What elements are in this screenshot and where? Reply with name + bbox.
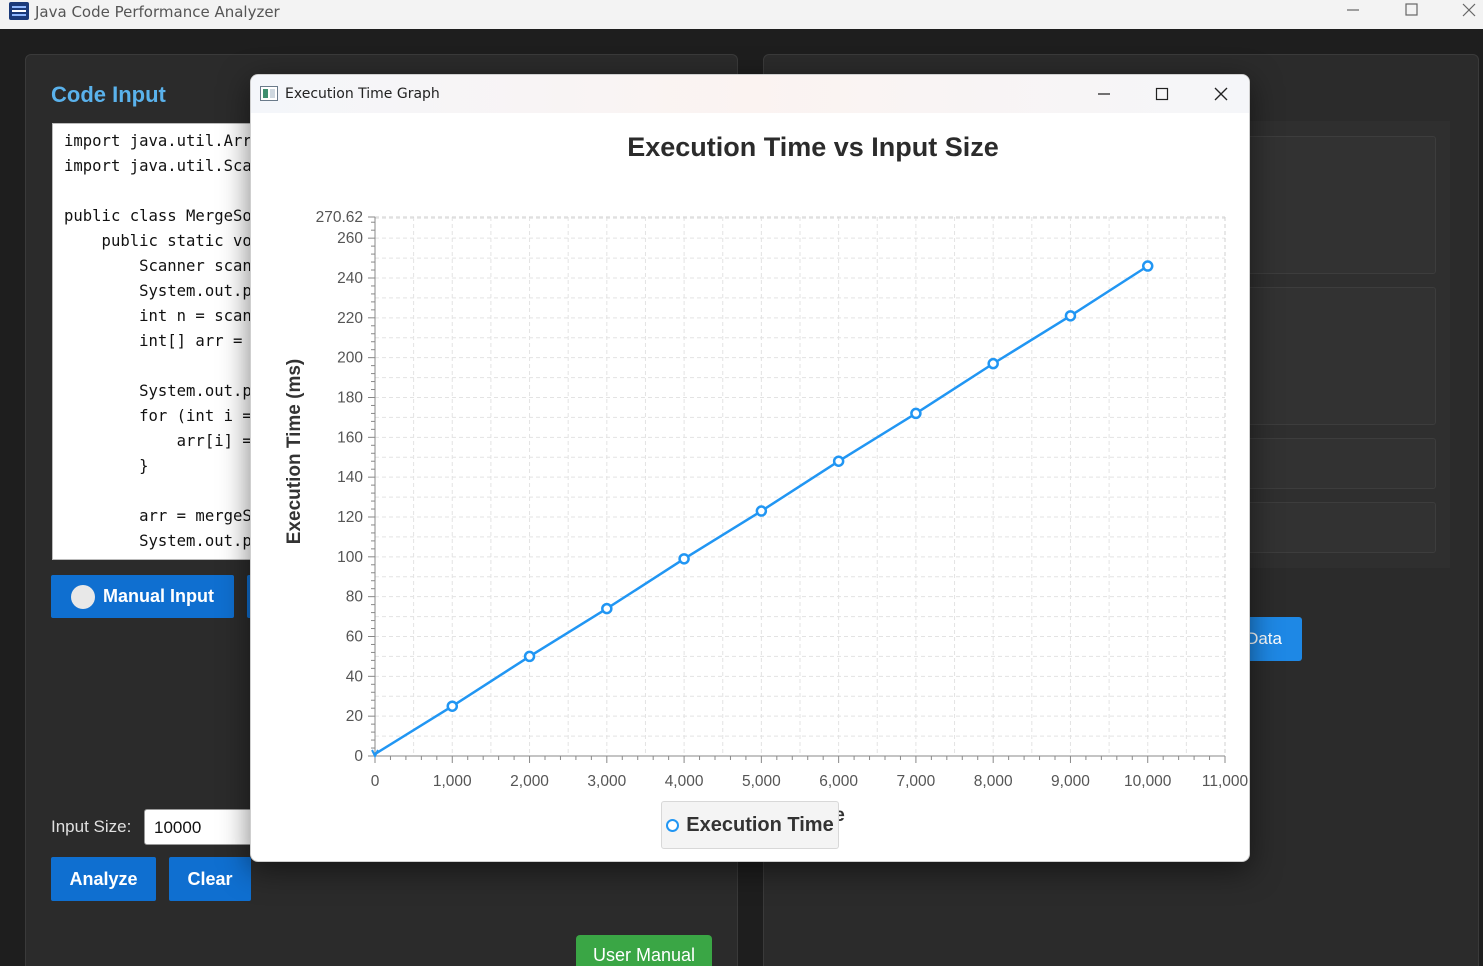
data-point — [987, 357, 999, 370]
y-tick-label: 100 — [337, 549, 363, 566]
legend-label: Execution Time — [686, 813, 834, 836]
x-tick-label: 3,000 — [587, 773, 626, 790]
graph-window-titlebar: Execution Time Graph — [251, 75, 1249, 113]
data-point — [601, 602, 613, 615]
maximize-icon[interactable] — [1388, 0, 1434, 24]
data-point — [832, 455, 845, 467]
result-card — [1245, 287, 1436, 425]
code-line: for (int i = — [64, 407, 252, 425]
chart-title: Execution Time vs Input Size — [627, 132, 999, 162]
x-tick-label: 11,000 — [1202, 773, 1249, 790]
code-line — [64, 179, 271, 204]
code-line: int[] arr = — [64, 332, 252, 350]
y-axis-label: Execution Time (ms) — [284, 359, 305, 544]
code-line: } — [64, 457, 149, 475]
y-tick-label: 160 — [337, 429, 363, 446]
maximize-icon[interactable] — [1150, 83, 1174, 105]
y-tick-label: 140 — [337, 469, 363, 486]
window-app-icon — [260, 86, 278, 101]
x-tick-label: 1,000 — [433, 773, 472, 790]
window-title: Java Code Performance Analyzer — [35, 3, 280, 21]
data-point — [371, 749, 379, 759]
input-size-field[interactable]: 10000 — [144, 809, 256, 845]
legend-marker-icon — [666, 818, 680, 832]
y-tick-label: 0 — [354, 748, 363, 765]
execution-time-chart: Execution Time vs Input Size 0 1,000 2,000 3… — [284, 132, 1249, 826]
y-tick-label: 60 — [346, 628, 364, 645]
data-point — [1141, 260, 1154, 272]
radio-icon — [71, 584, 95, 609]
close-icon[interactable] — [1446, 0, 1483, 24]
result-card — [1245, 438, 1436, 489]
code-line — [64, 354, 271, 379]
data-point — [755, 505, 768, 517]
code-line: Scanner scan — [64, 257, 252, 275]
code-line: import java.util.Arr — [64, 132, 252, 150]
app-logo-icon — [9, 2, 29, 20]
data-button[interactable]: Data — [1240, 617, 1302, 661]
code-line: public class MergeSo — [64, 207, 252, 225]
x-tick-label: 8,000 — [974, 773, 1013, 790]
code-line — [64, 479, 271, 504]
y-tick-label: 270.62 — [316, 209, 363, 226]
data-point — [1064, 310, 1077, 322]
minimize-icon[interactable] — [1330, 0, 1376, 24]
main-titlebar: Java Code Performance Analyzer — [0, 0, 1483, 29]
manual-input-label: Manual Input — [103, 586, 214, 606]
chart-legend: Execution Time — [661, 801, 839, 849]
minimize-icon[interactable] — [1092, 83, 1116, 105]
x-tick-label: 6,000 — [819, 773, 858, 790]
code-line: System.out.p — [64, 532, 252, 550]
y-tick-label: 40 — [346, 668, 364, 685]
analyze-button[interactable]: Analyze — [51, 857, 156, 901]
close-icon[interactable] — [1209, 83, 1233, 105]
clear-button[interactable]: Clear — [169, 857, 251, 901]
x-tick-label: 9,000 — [1051, 773, 1090, 790]
data-point — [910, 407, 922, 420]
code-input-title: Code Input — [51, 82, 166, 107]
y-tick-label: 120 — [337, 509, 363, 526]
y-tick-label: 260 — [337, 230, 363, 247]
data-point — [523, 650, 536, 663]
x-tick-label: 7,000 — [897, 773, 936, 790]
code-line: int n = scan — [64, 307, 252, 325]
data-point — [446, 700, 459, 712]
x-tick-label: 10,000 — [1124, 773, 1172, 790]
y-tick-label: 80 — [346, 589, 364, 606]
code-editor[interactable]: import java.util.Arr import java.util.Sca… — [52, 123, 272, 560]
y-tick-label: 220 — [337, 310, 363, 327]
x-tick-label: 0 — [371, 773, 380, 790]
x-tick-label: 4,000 — [665, 773, 704, 790]
code-line: import java.util.Sca — [64, 157, 252, 175]
y-tick-label: 20 — [346, 708, 364, 725]
y-tick-label: 240 — [337, 270, 363, 287]
x-tick-label: 5,000 — [742, 773, 781, 790]
y-tick-label: 180 — [337, 389, 363, 406]
code-line: arr[i] = — [64, 432, 252, 450]
user-manual-button[interactable]: User Manual — [576, 935, 712, 966]
graph-window-title: Execution Time Graph — [285, 86, 440, 102]
graph-window: Execution Time Graph Execution Time vs I… — [250, 74, 1250, 862]
code-line: public static vo — [64, 232, 252, 250]
manual-input-toggle[interactable]: Manual Input — [51, 575, 234, 618]
x-tick-label: 2,000 — [510, 773, 549, 790]
result-card — [1245, 502, 1436, 553]
y-tick-label: 200 — [337, 350, 363, 367]
input-size-label: Input Size: — [51, 817, 132, 836]
result-card — [1245, 136, 1436, 274]
data-point — [678, 553, 690, 565]
code-line: System.out.p — [64, 282, 252, 300]
code-line: System.out.p — [64, 382, 252, 400]
code-line: arr = mergeS — [64, 507, 252, 525]
